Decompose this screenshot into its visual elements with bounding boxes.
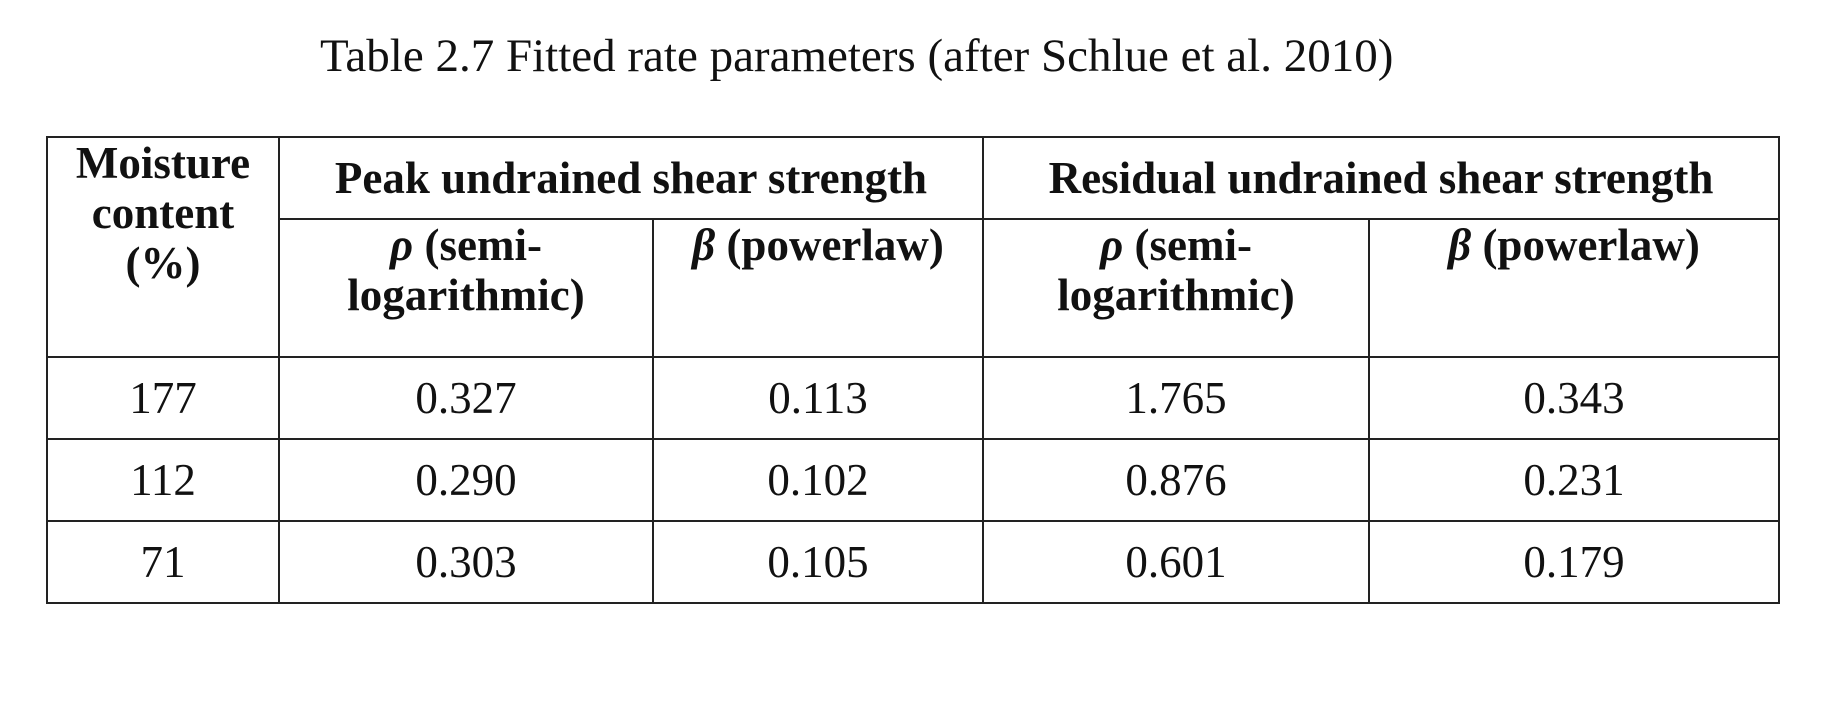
- beta-symbol: β: [1448, 220, 1472, 270]
- cell-peak-rho: 0.303: [278, 520, 654, 604]
- table-row: 112 0.290 0.102 0.876 0.231: [46, 438, 1781, 522]
- header-residual-beta: β (powerlaw): [1368, 218, 1781, 358]
- cell-peak-beta: 0.113: [651, 356, 985, 440]
- rate-parameters-table: Moisture content (%) Peak undrained shea…: [46, 136, 1781, 604]
- cell-moisture: 177: [46, 356, 280, 440]
- cell-peak-rho: 0.327: [278, 356, 654, 440]
- cell-residual-rho: 0.601: [982, 520, 1371, 604]
- cell-moisture: 112: [46, 438, 280, 522]
- cell-residual-rho: 1.765: [982, 356, 1371, 440]
- header-peak-undrained-shear-strength: Peak undrained shear strength: [277, 136, 985, 220]
- table-row: 71 0.303 0.105 0.601 0.179: [46, 520, 1781, 604]
- cell-peak-beta: 0.102: [651, 438, 985, 522]
- table-caption: Table 2.7 Fitted rate parameters (after …: [320, 30, 1394, 82]
- cell-residual-beta: 0.231: [1368, 438, 1781, 522]
- header-row-groups: Moisture content (%) Peak undrained shea…: [46, 136, 1781, 358]
- header-row-parameters: ρ (semi- logarithmic) β (powerlaw) ρ (se…: [47, 218, 1781, 358]
- cell-residual-beta: 0.343: [1368, 356, 1781, 440]
- cell-peak-rho: 0.290: [278, 438, 654, 522]
- cell-residual-beta: 0.179: [1368, 520, 1781, 604]
- cell-residual-rho: 0.876: [982, 438, 1371, 522]
- cell-peak-beta: 0.105: [651, 520, 985, 604]
- header-moisture-content: Moisture content (%): [46, 136, 280, 358]
- header-residual-undrained-shear-strength: Residual undrained shear strength: [982, 136, 1781, 220]
- header-residual-rho: ρ (semi- logarithmic): [982, 218, 1371, 358]
- rho-symbol: ρ: [390, 220, 414, 270]
- header-peak-rho: ρ (semi- logarithmic): [278, 218, 654, 358]
- beta-symbol: β: [692, 220, 716, 270]
- cell-moisture: 71: [46, 520, 280, 604]
- rho-symbol: ρ: [1100, 220, 1124, 270]
- header-peak-beta: β (powerlaw): [651, 218, 985, 358]
- table-row: 177 0.327 0.113 1.765 0.343: [46, 356, 1781, 440]
